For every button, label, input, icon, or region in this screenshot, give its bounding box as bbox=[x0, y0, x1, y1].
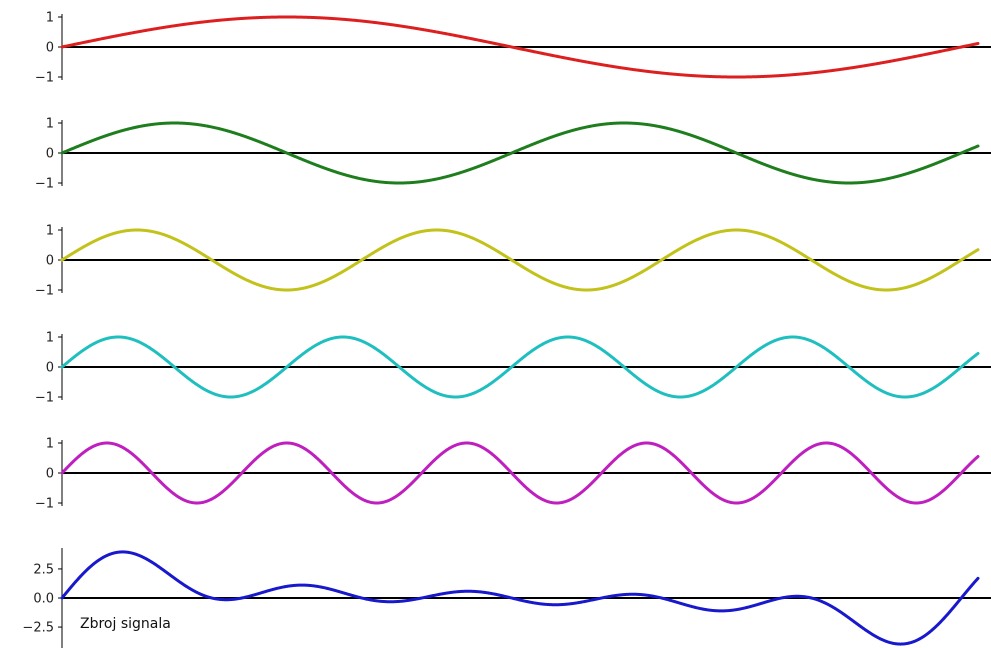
subplot-1: 1 0 −1 bbox=[35, 11, 991, 86]
y-tick-label: 0 bbox=[46, 41, 54, 56]
subplot-6: 2.5 0.0 −2.5 Zbroj signala bbox=[22, 548, 991, 648]
y-tick-label: 1 bbox=[46, 117, 54, 132]
y-tick-label: −1 bbox=[35, 284, 54, 299]
y-tick-label: −1 bbox=[35, 497, 54, 512]
subplot-panels: 1 0 −1 1 0 −1 1 0 −1 1 0 −1 1 0 −1 2.5 0.0 −2.5 Zbroj sign… bbox=[22, 11, 991, 648]
y-tick-label: 0 bbox=[46, 147, 54, 162]
y-tick-label: 0 bbox=[46, 361, 54, 376]
subplot-5: 1 0 −1 bbox=[35, 437, 991, 512]
y-tick-label: −1 bbox=[35, 177, 54, 192]
y-tick-label: −2.5 bbox=[22, 621, 54, 636]
series-line bbox=[60, 335, 980, 399]
y-tick-label: 0 bbox=[46, 467, 54, 482]
y-tick-label: 0 bbox=[46, 254, 54, 269]
series-line bbox=[60, 15, 980, 79]
series-line bbox=[60, 121, 980, 185]
series-line bbox=[60, 228, 980, 292]
y-tick-label: 1 bbox=[46, 331, 54, 346]
subplot-3: 1 0 −1 bbox=[35, 224, 991, 299]
y-tick-label: 1 bbox=[46, 224, 54, 239]
y-tick-label: −1 bbox=[35, 391, 54, 406]
y-tick-label: −1 bbox=[35, 71, 54, 86]
y-tick-label: 0.0 bbox=[33, 592, 54, 607]
series-line bbox=[60, 550, 980, 646]
plot-annotation: Zbroj signala bbox=[80, 616, 171, 632]
subplot-4: 1 0 −1 bbox=[35, 331, 991, 406]
series-line bbox=[60, 441, 980, 505]
y-tick-label: 2.5 bbox=[33, 562, 54, 577]
y-tick-label: 1 bbox=[46, 437, 54, 452]
subplot-2: 1 0 −1 bbox=[35, 117, 991, 192]
y-tick-label: 1 bbox=[46, 11, 54, 26]
